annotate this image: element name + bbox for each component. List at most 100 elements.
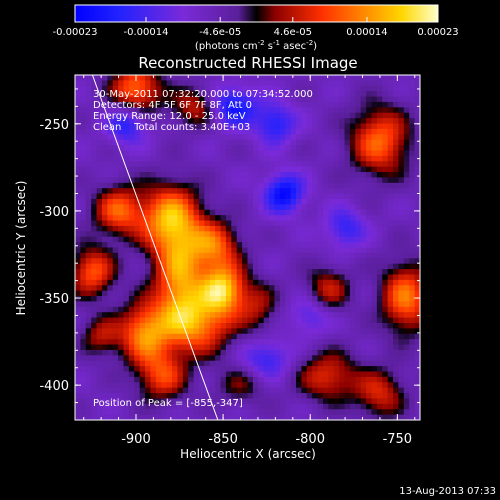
heatmap-cell [414, 80, 420, 87]
heatmap-cell [101, 112, 108, 119]
heatmap-cell [306, 128, 313, 135]
heatmap-cell [328, 322, 335, 329]
heatmap-cell [317, 91, 324, 98]
heatmap-cell [85, 263, 92, 270]
heatmap-cell [80, 188, 87, 195]
heatmap-cell [96, 349, 103, 356]
heatmap-cell [91, 172, 98, 179]
heatmap-cell [225, 172, 232, 179]
heatmap-cell [328, 290, 335, 297]
heatmap-cell [134, 355, 141, 362]
heatmap-cell [317, 177, 324, 184]
heatmap-cell [85, 274, 92, 281]
heatmap-cell [414, 398, 420, 405]
heatmap-cell [290, 145, 297, 152]
heatmap-cell [150, 360, 157, 367]
heatmap-cell [161, 382, 168, 389]
heatmap-cell [128, 290, 135, 297]
heatmap-cell [231, 80, 238, 87]
heatmap-cell [301, 349, 308, 356]
heatmap-cell [236, 80, 243, 87]
heatmap-cell [209, 344, 216, 351]
heatmap-cell [139, 150, 146, 157]
heatmap-cell [333, 85, 340, 92]
heatmap-cell [355, 101, 362, 108]
heatmap-cell [75, 344, 81, 351]
heatmap-cell [75, 296, 81, 303]
heatmap-cell [112, 258, 119, 265]
heatmap-cell [145, 414, 152, 420]
heatmap-cell [101, 393, 108, 400]
heatmap-cell [387, 107, 394, 114]
heatmap-cell [376, 366, 383, 373]
heatmap-cell [128, 285, 135, 292]
heatmap-cell [328, 112, 335, 119]
heatmap-cell [382, 80, 389, 87]
heatmap-cell [123, 398, 130, 405]
heatmap-cell [312, 414, 319, 420]
heatmap-cell [242, 91, 249, 98]
heatmap-cell [236, 279, 243, 286]
heatmap-cell [382, 393, 389, 400]
heatmap-cell [91, 75, 98, 81]
heatmap-cell [339, 128, 346, 135]
heatmap-cell [128, 204, 135, 211]
heatmap-cell [409, 242, 416, 249]
heatmap-cell [112, 107, 119, 114]
heatmap-cell [274, 387, 281, 394]
heatmap-cell [263, 101, 270, 108]
heatmap-cell [349, 317, 356, 324]
heatmap-cell [145, 123, 152, 130]
heatmap-cell [398, 220, 405, 227]
heatmap-cell [139, 107, 146, 114]
heatmap-cell [269, 290, 276, 297]
heatmap-cell [85, 225, 92, 232]
heatmap-cell [198, 333, 205, 340]
heatmap-cell [290, 387, 297, 394]
heatmap-cell [258, 328, 265, 335]
heatmap-cell [188, 306, 195, 313]
heatmap-cell [118, 382, 125, 389]
heatmap-cell [349, 225, 356, 232]
heatmap-cell [188, 220, 195, 227]
heatmap-cell [166, 182, 173, 189]
heatmap-cell [371, 274, 378, 281]
heatmap-cell [177, 344, 184, 351]
heatmap-cell [387, 96, 394, 103]
heatmap-cell [339, 274, 346, 281]
heatmap-cell [414, 177, 420, 184]
heatmap-cell [96, 107, 103, 114]
heatmap-cell [290, 290, 297, 297]
heatmap-cell [150, 285, 157, 292]
heatmap-cell [242, 409, 249, 416]
heatmap-cell [209, 252, 216, 259]
heatmap-cell [290, 220, 297, 227]
heatmap-cell [91, 161, 98, 168]
heatmap-cell [269, 139, 276, 146]
heatmap-cell [123, 333, 130, 340]
heatmap-cell [339, 339, 346, 346]
heatmap-cell [339, 301, 346, 308]
heatmap-cell [188, 366, 195, 373]
heatmap-cell [80, 306, 87, 313]
heatmap-cell [376, 247, 383, 254]
heatmap-cell [236, 134, 243, 141]
heatmap-cell [166, 166, 173, 173]
heatmap-cell [172, 312, 179, 319]
heatmap-cell [177, 360, 184, 367]
heatmap-cell [145, 96, 152, 103]
heatmap-cell [274, 225, 281, 232]
heatmap-cell [220, 182, 227, 189]
heatmap-cell [145, 382, 152, 389]
heatmap-cell [145, 393, 152, 400]
heatmap-cell [306, 328, 313, 335]
heatmap-cell [263, 285, 270, 292]
heatmap-cell [269, 269, 276, 276]
heatmap-cell [166, 112, 173, 119]
heatmap-cell [263, 355, 270, 362]
heatmap-cell [182, 382, 189, 389]
heatmap-cell [274, 306, 281, 313]
heatmap-cell [85, 393, 92, 400]
heatmap-cell [161, 258, 168, 265]
heatmap-cell [134, 247, 141, 254]
